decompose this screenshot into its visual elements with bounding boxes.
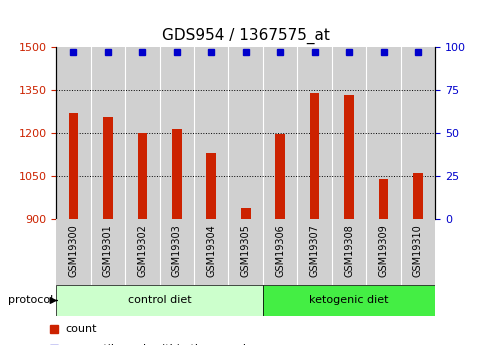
Bar <box>366 47 400 219</box>
Bar <box>56 219 90 285</box>
Bar <box>241 208 250 219</box>
Bar <box>90 47 125 219</box>
Text: GSM19305: GSM19305 <box>240 224 250 277</box>
Bar <box>206 153 216 219</box>
Bar <box>56 285 263 316</box>
Bar <box>68 113 78 219</box>
Text: count: count <box>65 324 97 334</box>
Bar <box>159 47 194 219</box>
Bar <box>400 47 434 219</box>
Bar <box>297 47 331 219</box>
Bar <box>309 92 319 219</box>
Title: GDS954 / 1367575_at: GDS954 / 1367575_at <box>162 28 329 44</box>
Text: GSM19304: GSM19304 <box>206 224 216 277</box>
Text: ketogenic diet: ketogenic diet <box>309 296 388 305</box>
Bar <box>263 219 297 285</box>
Text: GSM19303: GSM19303 <box>171 224 182 277</box>
Bar <box>228 219 263 285</box>
Bar <box>331 219 366 285</box>
Bar <box>125 47 159 219</box>
Bar <box>412 173 422 219</box>
Text: GSM19308: GSM19308 <box>344 224 353 277</box>
Bar <box>172 128 181 219</box>
Text: GSM19302: GSM19302 <box>137 224 147 277</box>
Bar <box>366 219 400 285</box>
Bar <box>137 133 147 219</box>
Bar <box>194 219 228 285</box>
Bar <box>297 219 331 285</box>
Text: GSM19306: GSM19306 <box>275 224 285 277</box>
Text: GSM19307: GSM19307 <box>309 224 319 277</box>
Bar <box>194 47 228 219</box>
Bar <box>400 219 434 285</box>
Bar <box>263 285 434 316</box>
Text: GSM19310: GSM19310 <box>412 224 422 277</box>
Text: GSM19300: GSM19300 <box>68 224 78 277</box>
Bar <box>378 179 387 219</box>
Text: percentile rank within the sample: percentile rank within the sample <box>65 344 253 345</box>
Bar <box>331 47 366 219</box>
Bar <box>56 47 90 219</box>
Bar <box>90 219 125 285</box>
Bar <box>275 134 285 219</box>
Bar <box>344 96 353 219</box>
Bar <box>159 219 194 285</box>
Bar <box>263 47 297 219</box>
Bar <box>228 47 263 219</box>
Text: protocol: protocol <box>8 296 53 305</box>
Text: GSM19309: GSM19309 <box>378 224 388 277</box>
Text: control diet: control diet <box>127 296 191 305</box>
Bar <box>103 117 113 219</box>
Bar <box>125 219 159 285</box>
Text: GSM19301: GSM19301 <box>102 224 113 277</box>
